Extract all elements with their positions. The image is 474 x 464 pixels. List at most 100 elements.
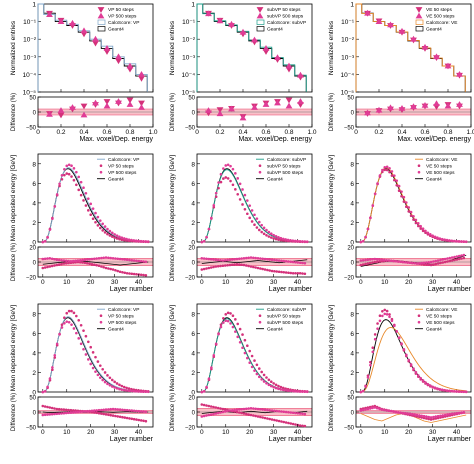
data-point	[369, 216, 372, 220]
data-point	[217, 181, 220, 184]
diff-point	[254, 414, 257, 418]
data-point	[229, 179, 232, 183]
data-point	[424, 229, 427, 233]
data-point	[130, 387, 133, 391]
diff-y-tick-label: 0	[192, 410, 196, 416]
x-tick-label: 10	[63, 279, 71, 286]
diff-point	[212, 258, 215, 261]
data-marker	[251, 36, 258, 43]
data-point	[272, 382, 275, 385]
diff-point	[237, 257, 241, 261]
data-point	[65, 164, 69, 168]
data-point	[63, 321, 66, 325]
diff-point	[111, 256, 115, 260]
data-point	[402, 195, 406, 199]
diff-point	[380, 258, 384, 262]
profile-line-series	[42, 168, 149, 243]
diff-point	[252, 407, 255, 410]
diff-point	[284, 410, 288, 414]
data-point	[58, 333, 61, 336]
legend-marker	[256, 7, 264, 13]
diff-point	[240, 411, 243, 415]
diff-point	[252, 265, 255, 269]
data-point	[405, 205, 408, 209]
data-point	[428, 233, 432, 236]
data-point	[462, 240, 466, 243]
diff-point	[219, 407, 222, 410]
data-point	[426, 382, 430, 386]
diff-y-tick-label: −20	[185, 275, 196, 281]
diff-point	[450, 256, 454, 259]
legend-label: subVP 500 steps	[267, 320, 304, 326]
data-point	[412, 367, 415, 370]
diff-point	[411, 412, 414, 416]
diff-point	[422, 261, 426, 265]
data-marker	[285, 62, 293, 69]
diff-point	[86, 409, 89, 413]
diff-point	[462, 253, 466, 257]
data-point	[419, 376, 422, 380]
diff-point	[219, 264, 222, 268]
x-tick-label: 0.2	[374, 129, 383, 136]
data-point	[48, 228, 52, 231]
diff-point	[237, 263, 241, 266]
diff-y-tick-label: −20	[344, 275, 355, 281]
diff-marker	[421, 102, 429, 108]
legend-label: VP 50 steps	[108, 164, 134, 170]
diff-point	[90, 257, 94, 261]
legend-label: VE 500 steps	[426, 170, 455, 176]
diff-point	[102, 256, 105, 260]
data-point	[267, 235, 271, 238]
data-point	[87, 340, 90, 344]
data-point	[229, 164, 232, 168]
data-point	[94, 370, 97, 373]
legend-box	[256, 19, 265, 25]
data-point	[433, 386, 437, 390]
y-axis-label: Mean deposited energy [GeV]	[328, 305, 335, 392]
diff-point	[48, 406, 52, 409]
data-point	[134, 239, 138, 243]
x-tick-label: 30	[111, 429, 119, 436]
diff-point	[422, 414, 426, 418]
diff-point	[130, 272, 134, 276]
legend-label: Geant4	[108, 327, 124, 333]
legend-label: Geant4	[267, 327, 283, 333]
data-point	[296, 390, 299, 393]
data-point	[262, 380, 266, 383]
diff-point	[448, 259, 452, 263]
diff-point	[123, 408, 127, 412]
diff-axis-label: Difference (%)	[329, 243, 335, 281]
diff-point	[46, 257, 49, 260]
data-point	[77, 318, 81, 322]
data-point	[79, 342, 83, 346]
diff-axis-label: Difference (%)	[11, 393, 17, 431]
data-point	[113, 386, 116, 389]
data-point	[385, 309, 389, 313]
diff-point	[202, 257, 206, 260]
diff-point	[60, 262, 63, 266]
data-point	[108, 376, 112, 380]
diff-point	[460, 257, 463, 260]
data-point	[433, 235, 437, 239]
diff-point	[50, 257, 54, 261]
diff-point	[443, 413, 447, 417]
diff-point	[41, 266, 45, 270]
data-point	[265, 376, 268, 379]
data-point	[118, 237, 121, 241]
diff-point	[50, 406, 54, 410]
x-tick-label: 30	[429, 279, 437, 286]
diff-point	[137, 409, 141, 413]
data-point	[91, 366, 95, 370]
data-point	[416, 224, 420, 228]
diff-point	[230, 408, 234, 412]
diff-point	[86, 258, 89, 261]
data-point	[359, 240, 363, 244]
data-point	[205, 235, 208, 239]
diff-point	[249, 406, 253, 410]
data-point	[291, 389, 295, 393]
data-point	[72, 311, 76, 315]
diff-y-tick-label: 0	[33, 410, 37, 416]
data-point	[455, 390, 458, 393]
diff-point	[263, 416, 267, 420]
data-point	[217, 186, 220, 190]
